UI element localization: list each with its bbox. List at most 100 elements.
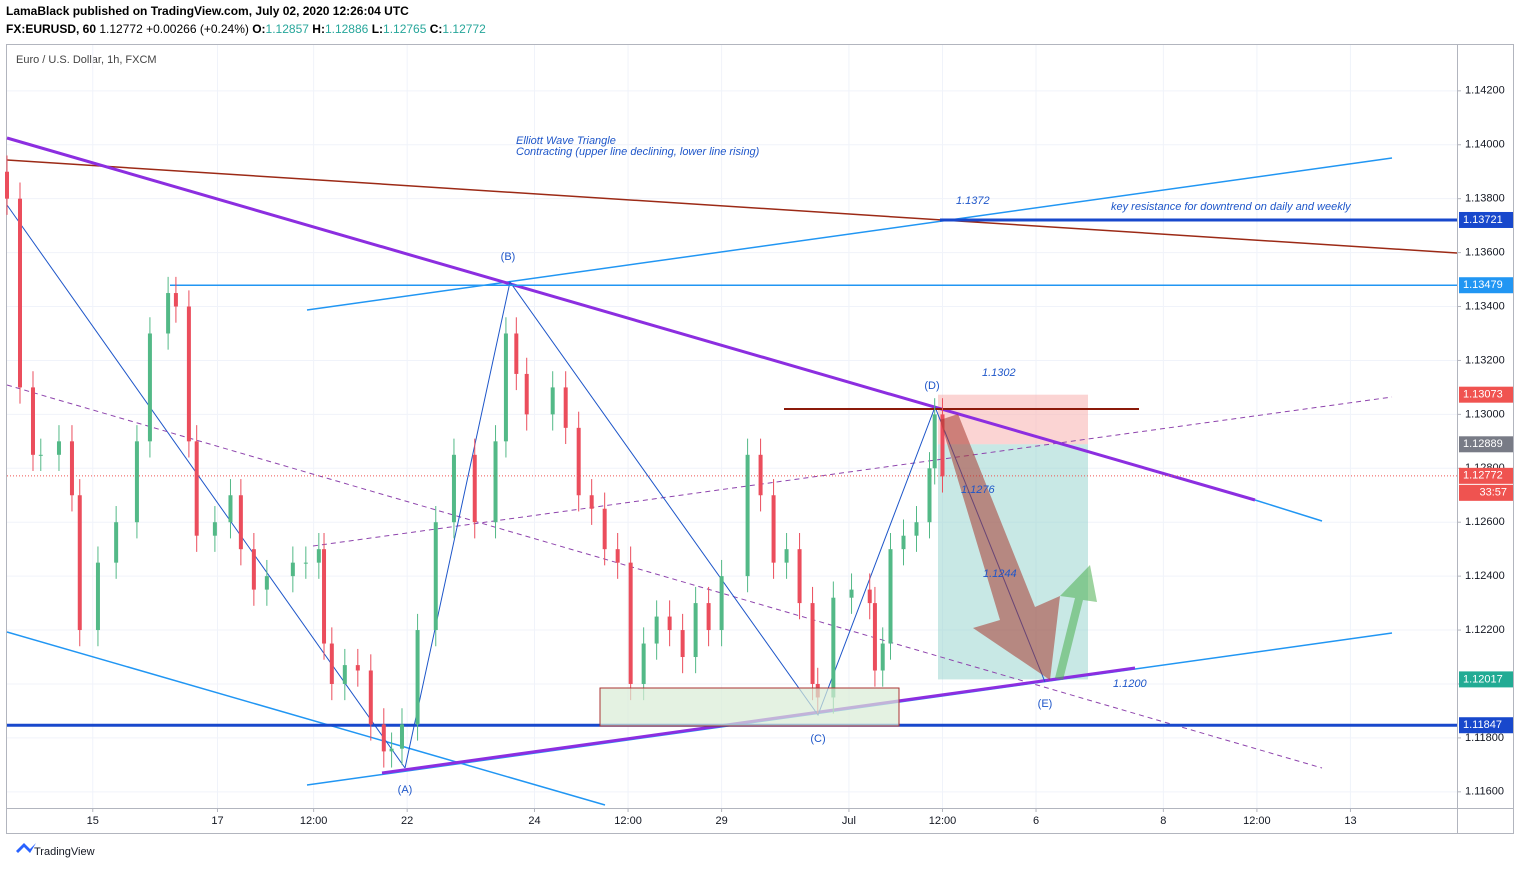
candle-body: [399, 724, 404, 749]
x-tick-label: 12:00: [614, 815, 642, 827]
candle-body: [56, 441, 61, 455]
candle-body: [641, 643, 646, 684]
symbol: FX:EURUSD, 60: [6, 22, 96, 36]
candle-body: [784, 549, 789, 563]
change: +0.00266 (+0.24%): [146, 22, 249, 36]
candle-body: [451, 454, 456, 523]
candle-body: [563, 387, 568, 428]
channel-line: [6, 631, 606, 806]
price-label: 1.11847: [1463, 719, 1502, 731]
publish-text: LamaBlack published on TradingView.com, …: [6, 4, 409, 18]
x-tick-label: 24: [528, 815, 540, 827]
wave-label: (D): [924, 380, 939, 392]
candle-body: [389, 748, 394, 752]
candle-body: [654, 616, 659, 644]
up-arrow: [1055, 565, 1097, 680]
candle-body: [38, 454, 43, 456]
chart-frame: [6, 44, 1514, 834]
annotation: 1.1244: [983, 568, 1017, 580]
o-label: O:: [252, 22, 265, 36]
price-label: 1.12017: [1463, 673, 1503, 685]
y-tick-label: 1.12600: [1465, 516, 1505, 528]
candle-body: [771, 495, 776, 563]
candle-body: [186, 306, 191, 442]
candle-body: [867, 589, 872, 604]
candle-body: [316, 549, 321, 563]
plot: [5, 45, 1458, 808]
candle-body: [745, 454, 750, 577]
candle-body: [706, 603, 711, 631]
candle-body: [173, 293, 178, 307]
y-tick-label: 1.14200: [1465, 85, 1505, 97]
candle-body: [680, 630, 685, 658]
chart-title: Euro / U.S. Dollar, 1h, FXCM: [16, 54, 157, 66]
candle-body: [17, 198, 22, 388]
candle-body: [493, 441, 498, 523]
candle-body: [880, 643, 885, 671]
candle-body: [514, 333, 519, 374]
x-tick-label: 15: [87, 815, 99, 827]
triangle-upper: [6, 136, 1256, 502]
annotation: Contracting (upper line declining, lower…: [516, 146, 760, 158]
candle-body: [166, 293, 171, 334]
candle-body: [134, 441, 139, 523]
dashed-median: [6, 384, 1323, 769]
x-tick-label: 6: [1033, 815, 1039, 827]
annotation: 1.1200: [1113, 678, 1148, 690]
h-label: H:: [312, 22, 325, 36]
l-label: L:: [372, 22, 383, 36]
candle-body: [415, 630, 420, 725]
candle-body: [303, 562, 308, 564]
candle-body: [927, 468, 932, 523]
candle-body: [194, 441, 199, 536]
price-label: 1.12772: [1463, 470, 1503, 482]
price-label-bg: [1459, 386, 1513, 403]
candle-body: [322, 549, 327, 644]
y-tick-label: 1.13400: [1465, 300, 1505, 312]
candle-body: [719, 576, 724, 631]
candle-body: [503, 333, 508, 442]
candle-body: [888, 549, 893, 644]
candle-body: [77, 495, 82, 631]
candle-body: [758, 454, 763, 496]
wave-label: (C): [810, 733, 825, 745]
price-label-bg: [1459, 211, 1513, 228]
wave-label: (B): [501, 251, 516, 263]
price-label: 1.12889: [1463, 438, 1503, 450]
trend-extension: [1254, 499, 1323, 522]
c-label: C:: [430, 22, 443, 36]
x-tick-label: 8: [1160, 815, 1166, 827]
y-tick-label: 1.12200: [1465, 624, 1505, 636]
candle-body: [797, 549, 802, 604]
dashed-median: [312, 396, 1393, 547]
y-tick-label: 1.12400: [1465, 570, 1505, 582]
x-tick-label: 17: [211, 815, 223, 827]
last: 1.12772: [99, 22, 143, 36]
candle-body: [212, 522, 217, 536]
candle-body: [914, 522, 919, 536]
price-label: 1.13721: [1463, 214, 1503, 226]
price-label: 1.13073: [1463, 389, 1503, 401]
countdown: 33:57: [1479, 487, 1507, 499]
candle-body: [228, 495, 233, 523]
price-label-bg: [1459, 467, 1513, 484]
candle-body: [831, 597, 836, 698]
candle-body: [114, 522, 119, 563]
x-tick-label: 12:00: [929, 815, 957, 827]
candle-body: [693, 603, 698, 658]
countdown-bg: [1459, 484, 1513, 501]
price-label-bg: [1459, 436, 1513, 453]
candle-body: [940, 414, 945, 477]
candle-body: [342, 665, 347, 684]
candle-body: [329, 643, 334, 684]
candle-body: [69, 441, 74, 496]
price-label-bg: [1459, 717, 1513, 734]
candle-body: [290, 562, 295, 577]
wave-label: (E): [1038, 698, 1053, 710]
candle-body: [264, 576, 269, 590]
annotation: key resistance for downtrend on daily an…: [1111, 201, 1352, 213]
candle-body: [238, 495, 243, 550]
wave-label: (A): [398, 784, 413, 796]
